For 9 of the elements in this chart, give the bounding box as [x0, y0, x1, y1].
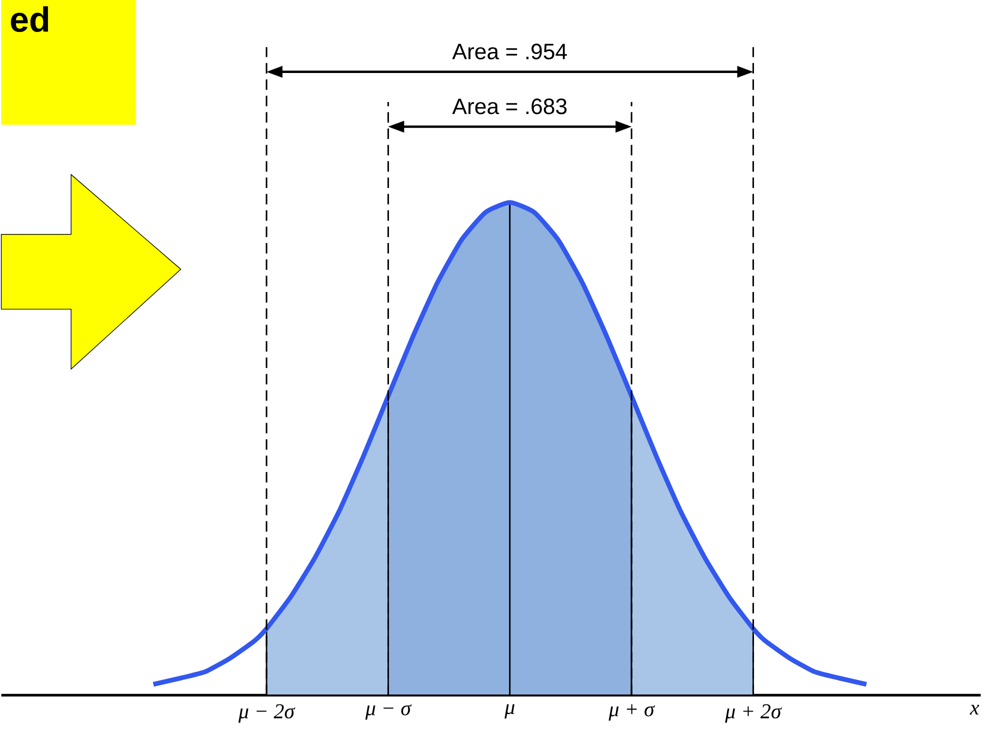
- x-tick-label: μ: [504, 704, 514, 718]
- x-tick-label: μ − 2σ: [238, 704, 296, 723]
- text: Area = .954: [452, 44, 567, 60]
- x-axis-title: x: [970, 704, 980, 715]
- x-tick-label: μ + 2σ: [725, 704, 782, 723]
- text: ed: [10, 6, 48, 32]
- x-tick-label: μ + σ: [608, 704, 656, 721]
- text: Area = .683: [452, 98, 567, 114]
- x-tick-label: μ − σ: [365, 704, 412, 720]
